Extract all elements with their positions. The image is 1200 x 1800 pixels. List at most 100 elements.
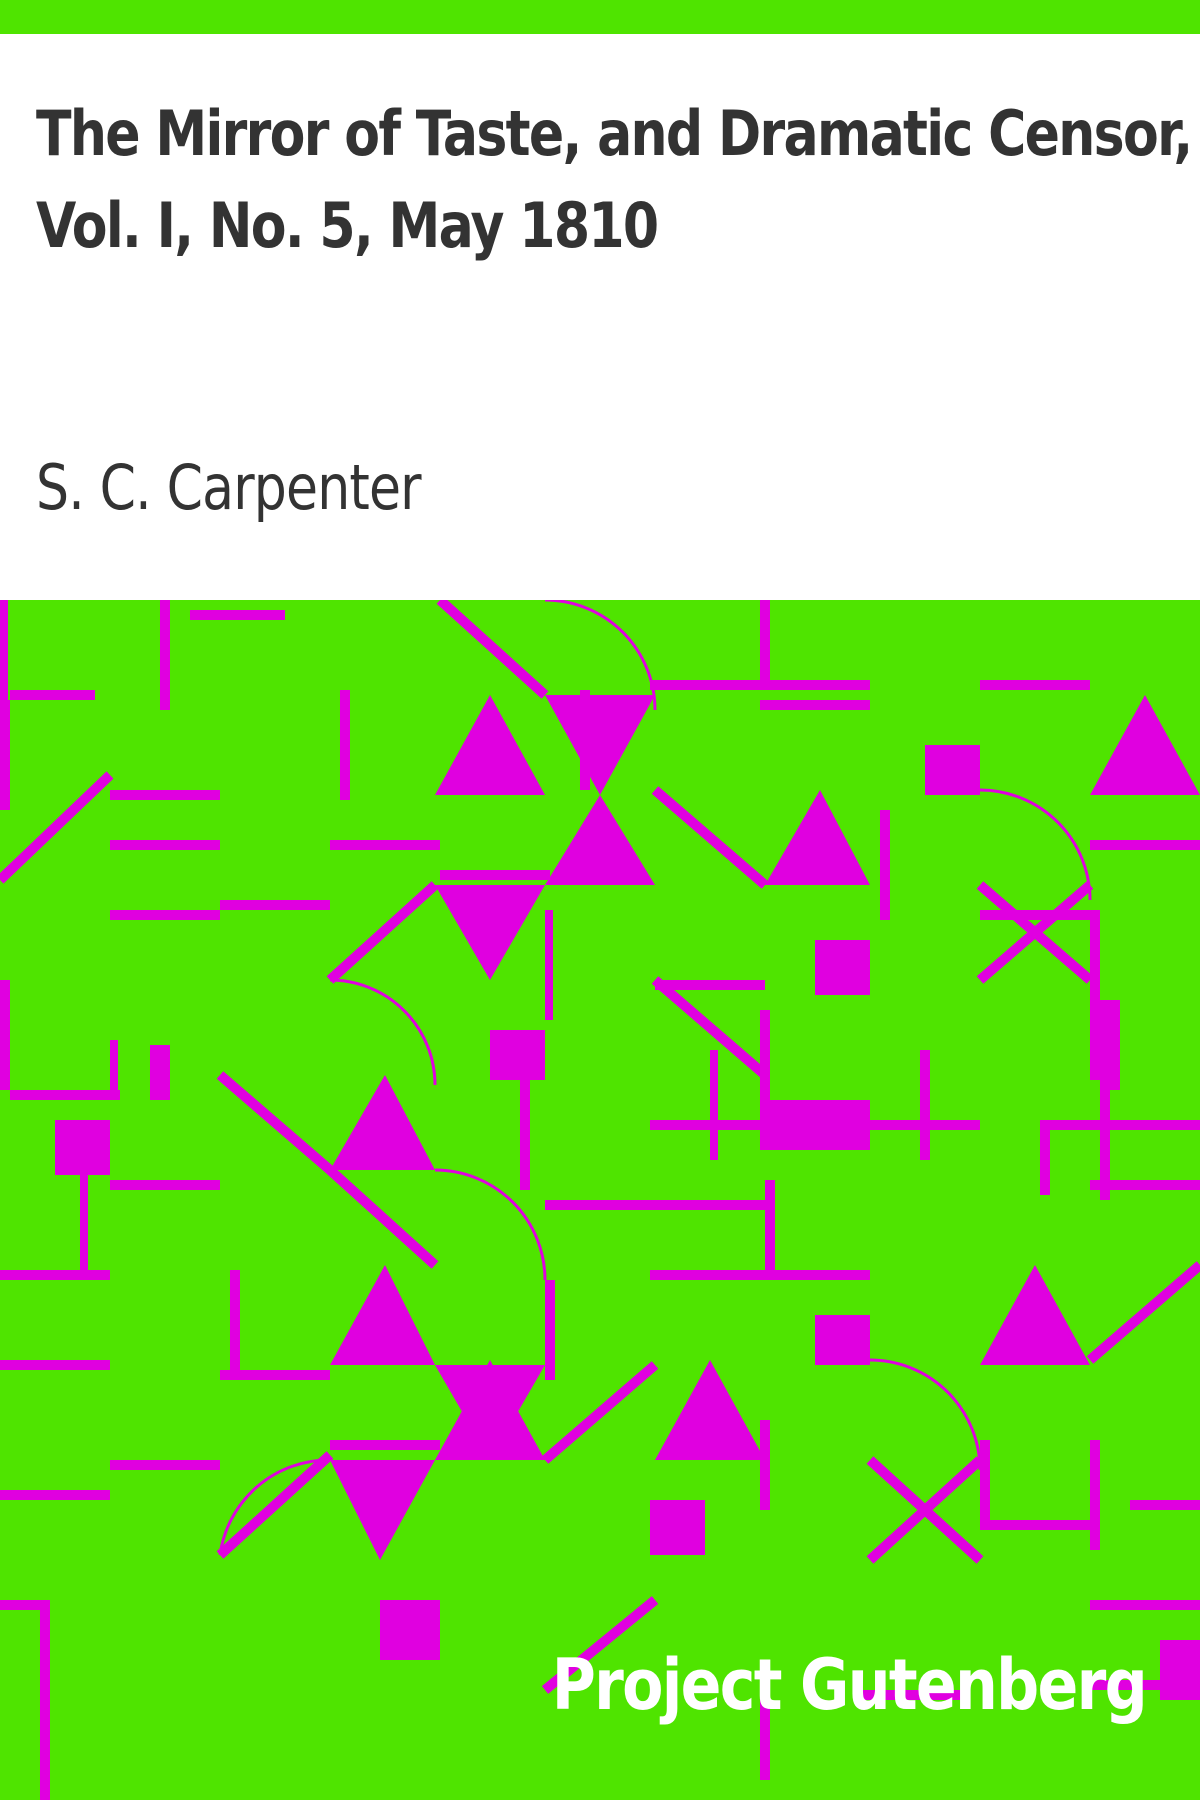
pattern-bar-55 [0,1490,110,1500]
pattern-diagonal-1 [0,771,114,884]
pattern-bar-5 [340,690,350,800]
pattern-bar-23 [655,980,765,990]
pattern-square-1 [815,940,870,995]
pattern-triangle-11 [980,1265,1090,1365]
pattern-bar-24 [760,1010,770,1120]
pattern-diagonal-8 [326,1166,439,1269]
pattern-bar-27 [110,1040,118,1100]
pattern-bar-62 [40,1600,50,1800]
pattern-triangle-6 [330,1075,435,1170]
pattern-diagonal-13 [866,1456,984,1564]
pattern-diagonal-4 [651,976,769,1079]
pattern-bar-20 [980,910,1090,920]
pattern-bar-31 [920,1050,930,1160]
pattern-bar-36 [1100,1090,1110,1200]
pattern-diagonal-11 [541,1596,659,1694]
pattern-bar-10 [980,680,1090,690]
pattern-diagonal-7 [216,1071,334,1174]
pattern-square-3 [55,1120,110,1175]
pattern-bar-17 [1090,840,1200,850]
pattern-bar-2 [190,610,285,620]
pattern-arc-4 [869,1358,982,1471]
book-title: The Mirror of Taste, and Dramatic Censor… [36,88,1193,272]
title-panel [0,34,1200,600]
pattern-bar-13 [110,840,220,850]
geometric-pattern-graphic [0,600,1200,1800]
pattern-arc-5 [218,1458,331,1556]
pattern-bar-50 [0,1360,110,1370]
pattern-bar-0 [0,600,8,710]
pattern-bar-18 [220,900,330,910]
pattern-bar-15 [440,870,550,880]
pattern-bar-57 [980,1440,990,1530]
pattern-diagonal-14 [1086,1261,1200,1364]
pattern-arc-1 [979,788,1092,901]
pattern-bar-61 [0,1600,50,1610]
pattern-bar-9 [860,680,870,690]
pattern-bar-11 [760,700,870,710]
pattern-bar-29 [710,1050,718,1160]
pattern-triangle-1 [545,695,655,795]
pattern-triangle-5 [435,885,545,980]
pattern-bar-59 [1090,1440,1100,1550]
title-line-2: Vol. I, No. 5, May 1810 [36,189,659,262]
pattern-bar-3 [10,690,95,700]
pattern-arc-0 [544,600,657,711]
pattern-bar-47 [760,1270,870,1280]
pattern-square-5 [650,1500,705,1555]
pattern-arc-3 [434,1168,547,1281]
pattern-triangle-9 [435,1360,545,1460]
pattern-bar-41 [80,1160,88,1280]
pattern-arc-2 [329,978,437,1086]
pattern-diagonal-0 [436,600,549,699]
cover-pattern [0,600,1200,1800]
pattern-bar-16 [880,810,890,920]
pattern-diagonal-9 [541,1361,659,1464]
pattern-bar-14 [330,840,440,850]
pattern-bar-22 [545,910,553,1020]
pattern-bar-51 [220,1370,330,1380]
pattern-bar-8 [760,600,770,690]
pattern-bar-39 [1040,1120,1100,1130]
pattern-triangle-7 [330,1265,435,1365]
pattern-bar-66 [1090,1680,1200,1690]
pattern-bar-37 [1090,1180,1200,1190]
pattern-bar-52 [545,1280,555,1380]
pattern-bar-43 [520,1080,530,1190]
pattern-bar-32 [870,1120,980,1130]
pattern-bar-35 [1100,1000,1120,1090]
pattern-triangle-2 [545,795,655,885]
pattern-bar-1 [160,600,170,710]
pattern-bar-65 [760,1680,770,1780]
pattern-triangle-3 [765,790,870,885]
pattern-bar-64 [860,1690,970,1700]
pattern-bar-53 [330,1440,440,1450]
pattern-bar-30 [760,1100,870,1150]
pattern-bar-54 [110,1460,220,1470]
pattern-bar-34 [650,1120,760,1130]
pattern-square-4 [815,1315,870,1365]
pattern-bar-44 [545,1200,765,1210]
pattern-bar-4 [0,700,10,810]
pattern-diagonal-2 [651,786,769,889]
pattern-square-2 [490,1030,545,1080]
pattern-bar-38 [1110,1120,1200,1130]
pattern-square-0 [925,745,980,795]
pattern-bar-63 [1090,1600,1200,1610]
pattern-bar-7 [650,680,860,690]
pattern-triangle-10 [655,1360,765,1460]
pattern-bar-56 [760,1420,770,1510]
pattern-bar-49 [230,1270,240,1380]
title-line-1: The Mirror of Taste, and Dramatic Censor… [36,97,1193,170]
pattern-bar-25 [0,980,10,1090]
pattern-bar-28 [150,1045,170,1100]
pattern-bar-40 [1040,1120,1050,1195]
publisher-logo-text: Project Gutenberg [551,1644,1148,1726]
top-accent-bar [0,0,1200,34]
pattern-triangle-12 [330,1460,435,1560]
pattern-triangle-4 [1090,695,1200,795]
pattern-square-6 [380,1600,440,1660]
pattern-diagonal-6 [976,881,1094,984]
pattern-bar-46 [650,1270,760,1280]
pattern-diagonal-3 [326,881,439,984]
